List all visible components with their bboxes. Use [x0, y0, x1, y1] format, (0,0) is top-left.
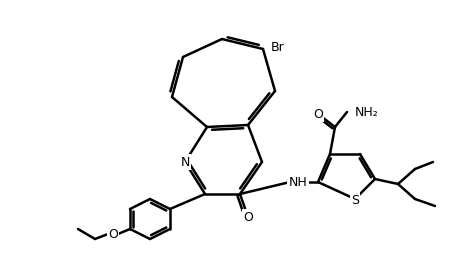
- Text: NH₂: NH₂: [355, 106, 379, 119]
- Text: O: O: [313, 108, 323, 121]
- Text: Br: Br: [271, 40, 285, 53]
- Text: NH: NH: [289, 176, 307, 189]
- Text: O: O: [108, 228, 118, 241]
- Text: O: O: [243, 211, 253, 224]
- Text: S: S: [351, 193, 359, 206]
- Text: N: N: [180, 156, 190, 169]
